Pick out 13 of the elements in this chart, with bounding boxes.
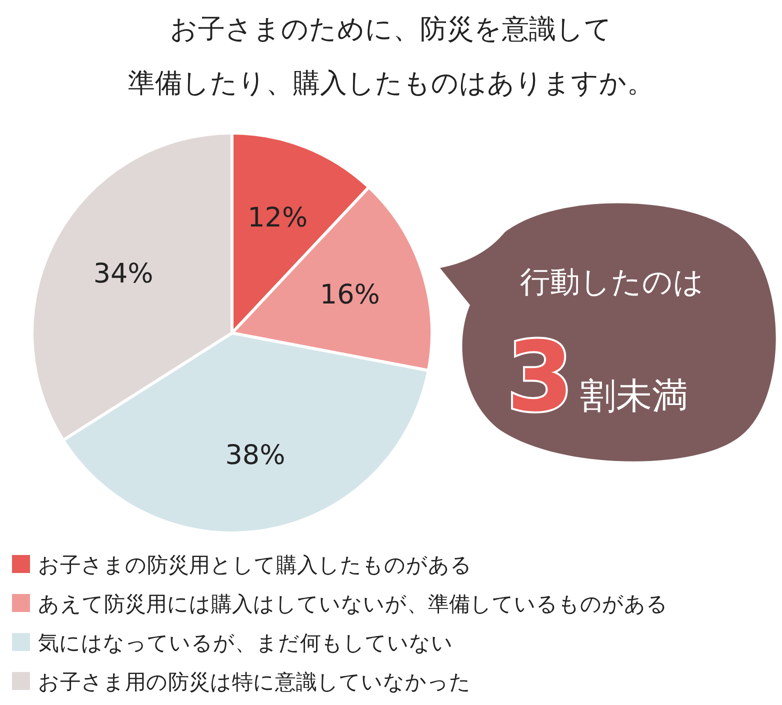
legend-label: お子さまの防災用として購入したものがある	[38, 553, 472, 577]
data-label: 12%	[248, 202, 308, 234]
text: 行動したのは	[520, 265, 704, 300]
chart-subtitle: 準備したり、購入したものはありますか。	[128, 68, 654, 99]
legend-label: お子さま用の防災は特に意識していなかった	[38, 670, 471, 694]
data-label: 38%	[225, 440, 286, 471]
legend-label: あえて防災用には購入はしていないが、準備しているものがある	[38, 592, 668, 616]
text: 3	[506, 321, 574, 433]
data-label: 34%	[93, 258, 154, 290]
text: 割未満	[580, 376, 688, 417]
legend-label: 気にはなっているが、まだ何もしていない	[38, 631, 453, 655]
data-label: 16%	[320, 280, 380, 311]
chart-title: お子さまのために、防災を意識して	[170, 14, 612, 45]
